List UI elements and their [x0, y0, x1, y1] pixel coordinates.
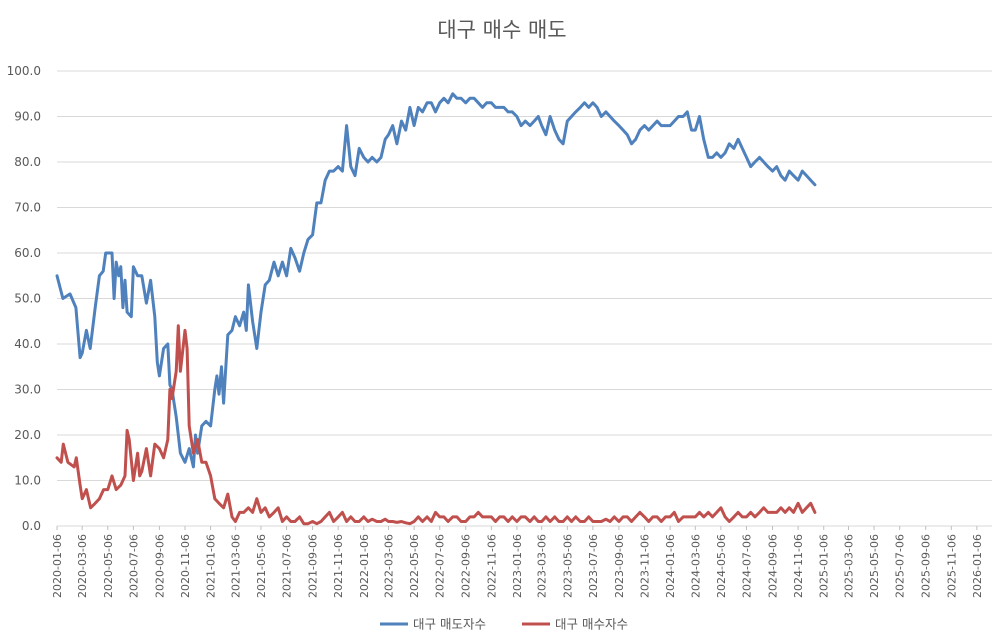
y-tick-label: 80.0	[14, 155, 41, 169]
y-axis: 0.0 10.0 20.0 30.0 40.0 50.0 60.0 70.0 80.0 90.0 1…	[7, 64, 41, 533]
x-tick-label: 2020-09-06	[153, 534, 166, 598]
x-tick-label: 2026-01-06	[971, 534, 984, 598]
x-tick-label: 2021-11-06	[332, 534, 345, 598]
x-tick-label: 2020-05-06	[102, 534, 115, 598]
x-tick-label: 2025-05-06	[868, 534, 881, 598]
series-line-2	[55, 324, 817, 526]
x-tick-label: 2025-01-06	[818, 534, 831, 598]
y-tick-label: 60.0	[14, 246, 41, 260]
legend-label-2: 대구 매수자수	[555, 617, 628, 632]
x-axis: 2020-01-06 2020-03-06 2020-05-06 2020-07-06…	[51, 526, 984, 598]
x-tick-label: 2020-07-06	[127, 534, 140, 598]
y-tick-label: 50.0	[14, 292, 41, 306]
x-tick-label: 2021-03-06	[229, 534, 242, 598]
legend-label-1: 대구 매도자수	[413, 617, 486, 632]
x-tick-label: 2023-07-06	[587, 534, 600, 598]
x-tick-label: 2024-03-06	[689, 534, 702, 598]
x-tick-label: 2022-07-06	[434, 534, 447, 598]
y-tick-label: 20.0	[14, 428, 41, 442]
y-tick-label: 90.0	[14, 110, 41, 124]
x-tick-label: 2023-03-06	[536, 534, 549, 598]
x-tick-label: 2023-01-06	[511, 534, 524, 598]
x-tick-label: 2023-05-06	[561, 534, 574, 598]
x-tick-label: 2025-09-06	[920, 534, 933, 598]
x-tick-label: 2023-09-06	[613, 534, 626, 598]
y-tick-label: 70.0	[14, 201, 41, 215]
chart-title: 대구 매수 매도	[437, 18, 566, 42]
x-tick-label: 2024-05-06	[715, 534, 728, 598]
x-tick-label: 2021-01-06	[205, 534, 218, 598]
y-tick-label: 30.0	[14, 383, 41, 397]
x-tick-label: 2024-07-06	[740, 534, 753, 598]
y-tick-label: 10.0	[14, 474, 41, 488]
x-tick-label: 2020-11-06	[179, 534, 192, 598]
x-tick-label: 2021-05-06	[255, 534, 268, 598]
x-tick-label: 2022-05-06	[408, 534, 421, 598]
x-tick-label: 2024-01-06	[664, 534, 677, 598]
x-tick-label: 2022-11-06	[485, 534, 498, 598]
x-tick-label: 2020-01-06	[51, 534, 64, 598]
x-tick-label: 2025-07-06	[894, 534, 907, 598]
x-tick-label: 2021-09-06	[307, 534, 320, 598]
x-tick-label: 2024-11-06	[792, 534, 805, 598]
x-tick-label: 2021-07-06	[281, 534, 294, 598]
x-tick-label: 2025-11-06	[945, 534, 958, 598]
legend: 대구 매도자수 대구 매수자수	[380, 617, 628, 632]
y-tick-label: 40.0	[14, 337, 41, 351]
x-tick-label: 2024-09-06	[767, 534, 780, 598]
x-tick-label: 2025-03-06	[842, 534, 855, 598]
y-tick-label: 0.0	[22, 519, 41, 533]
gridlines	[57, 70, 992, 527]
x-tick-label: 2023-11-06	[639, 534, 652, 598]
x-tick-label: 2022-09-06	[460, 534, 473, 598]
series-lines	[55, 92, 817, 526]
x-tick-label: 2022-01-06	[358, 534, 371, 598]
series-line-1	[55, 92, 817, 469]
x-tick-label: 2020-03-06	[76, 534, 89, 598]
x-tick-label: 2022-03-06	[383, 534, 396, 598]
y-tick-label: 100.0	[7, 64, 41, 78]
